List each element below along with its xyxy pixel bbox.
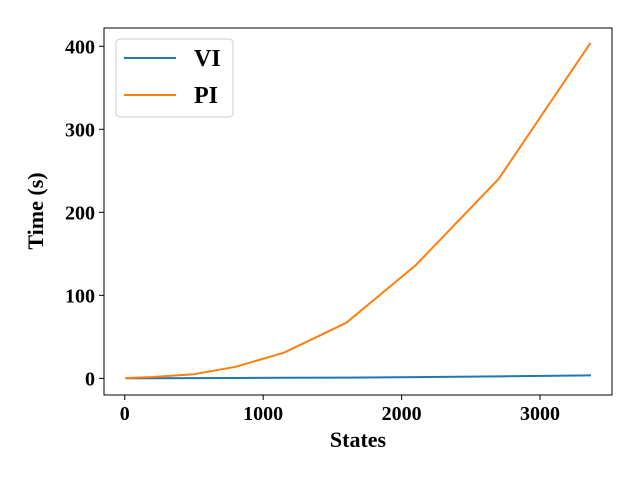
plot-area: [103, 27, 613, 396]
y-tick-label: 100: [65, 285, 95, 307]
y-tick-label: 400: [65, 36, 95, 58]
y-tick-label: 0: [85, 368, 95, 390]
plot-frame: [103, 27, 613, 396]
series-line-vi: [125, 374, 591, 380]
y-axis-title: Time (s): [23, 172, 48, 249]
x-axis-title: States: [330, 427, 387, 452]
y-axis-ticks: 0 100 200 300 400: [65, 36, 104, 390]
legend-label-vi: VI: [194, 46, 221, 72]
y-tick-label: 300: [65, 119, 95, 141]
x-axis-ticks: 0 1000 2000 3000: [120, 395, 560, 425]
y-tick-label: 200: [65, 202, 95, 224]
x-tick-label: 3000: [520, 403, 560, 425]
x-tick-label: 0: [120, 403, 130, 425]
x-tick-label: 1000: [243, 403, 283, 425]
series-line-pi: [125, 42, 592, 380]
series-layer: [125, 42, 592, 380]
x-tick-label: 2000: [382, 403, 422, 425]
legend: VI PI: [115, 38, 234, 118]
legend-label-pi: PI: [194, 83, 218, 109]
